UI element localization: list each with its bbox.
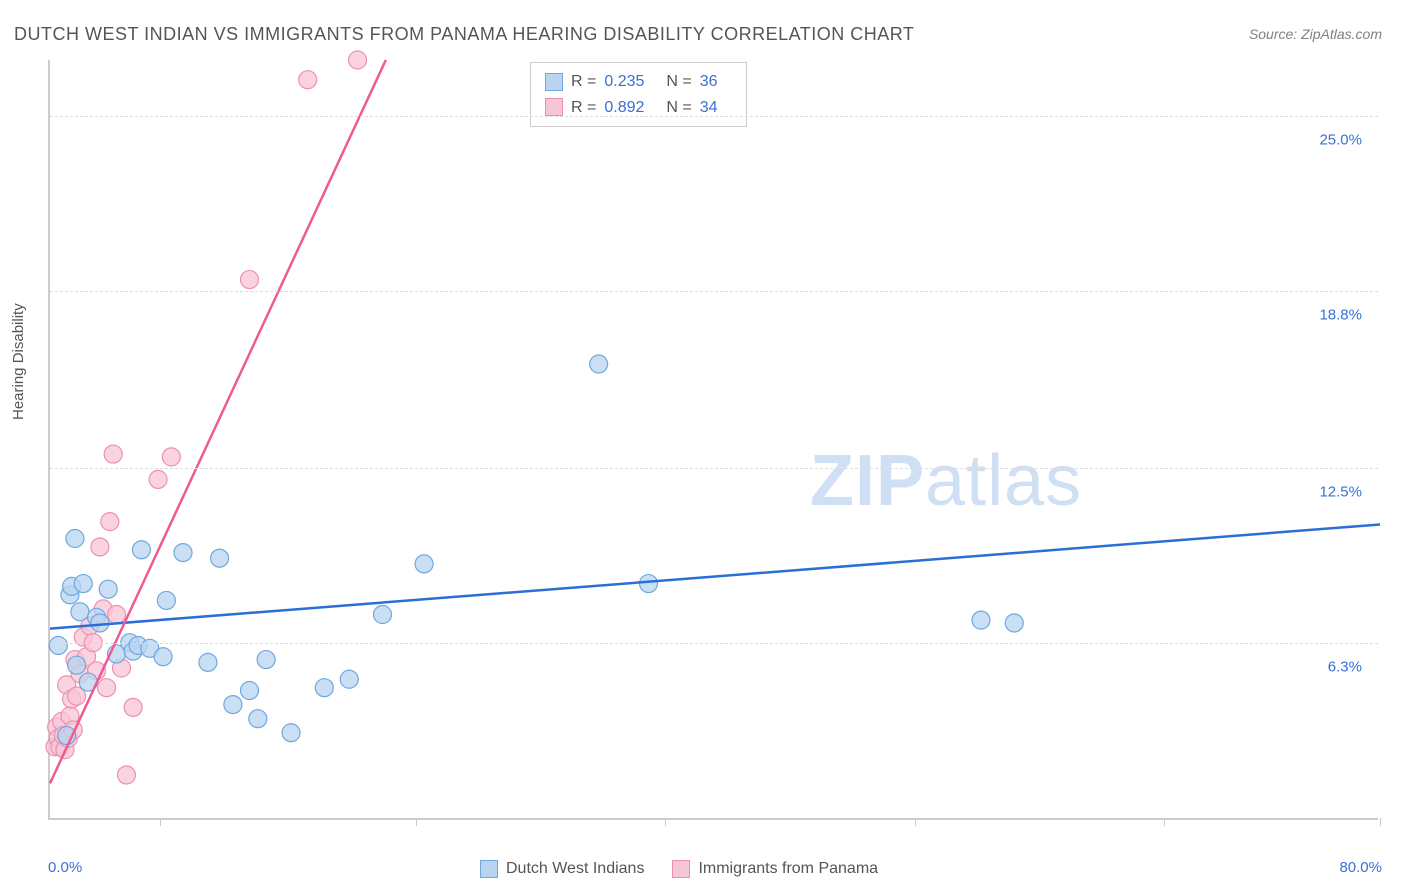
scatter-point [132,541,150,559]
scatter-point [49,636,67,654]
x-tick [160,818,161,826]
y-tick-label: 25.0% [1319,132,1362,149]
legend-bottom-swatch-1 [672,860,690,878]
scatter-point [257,651,275,669]
scatter-point [249,710,267,728]
x-axis-max-label: 80.0% [1339,859,1382,876]
scatter-point [340,670,358,688]
trend-line [50,60,386,783]
scatter-point [157,591,175,609]
scatter-point [66,530,84,548]
x-tick [416,818,417,826]
legend-item-1: Immigrants from Panama [672,860,878,878]
x-tick [915,818,916,826]
scatter-point [68,656,86,674]
scatter-point [174,544,192,562]
x-tick [665,818,666,826]
scatter-point [99,580,117,598]
scatter-point [98,679,116,697]
scatter-point [590,355,608,373]
legend-item-label-1: Immigrants from Panama [698,860,878,878]
gridline [50,116,1378,117]
scatter-point [71,603,89,621]
scatter-point [199,653,217,671]
legend-item-0: Dutch West Indians [480,860,644,878]
legend-series: Dutch West Indians Immigrants from Panam… [480,860,878,878]
x-tick [1380,818,1381,826]
scatter-point [315,679,333,697]
scatter-point [972,611,990,629]
scatter-point [104,445,122,463]
x-axis-min-label: 0.0% [48,859,82,876]
scatter-point [1005,614,1023,632]
scatter-point [117,766,135,784]
scatter-point [374,606,392,624]
y-tick-label: 18.8% [1319,306,1362,323]
scatter-point [154,648,172,666]
gridline [50,291,1378,292]
scatter-point [349,51,367,69]
gridline [50,468,1378,469]
source-attribution: Source: ZipAtlas.com [1249,26,1382,42]
scatter-point [149,470,167,488]
scatter-point [241,682,259,700]
plot-svg [50,60,1378,818]
scatter-point [91,538,109,556]
scatter-point [299,71,317,89]
x-tick [1164,818,1165,826]
scatter-point [211,549,229,567]
scatter-point [415,555,433,573]
gridline [50,643,1378,644]
scatter-point [241,271,259,289]
scatter-point [640,575,658,593]
scatter-point [101,513,119,531]
scatter-point [282,724,300,742]
y-tick-label: 6.3% [1328,658,1362,675]
y-tick-label: 12.5% [1319,484,1362,501]
y-axis-label: Hearing Disability [10,303,27,420]
chart-title: DUTCH WEST INDIAN VS IMMIGRANTS FROM PAN… [14,24,914,45]
plot-area: ZIPatlas R = 0.235 N = 36 R = 0.892 N = … [48,60,1378,820]
legend-item-label-0: Dutch West Indians [506,860,644,878]
trend-line [50,524,1380,628]
scatter-point [74,575,92,593]
scatter-point [108,606,126,624]
scatter-point [224,696,242,714]
scatter-point [162,448,180,466]
legend-bottom-swatch-0 [480,860,498,878]
scatter-point [124,698,142,716]
